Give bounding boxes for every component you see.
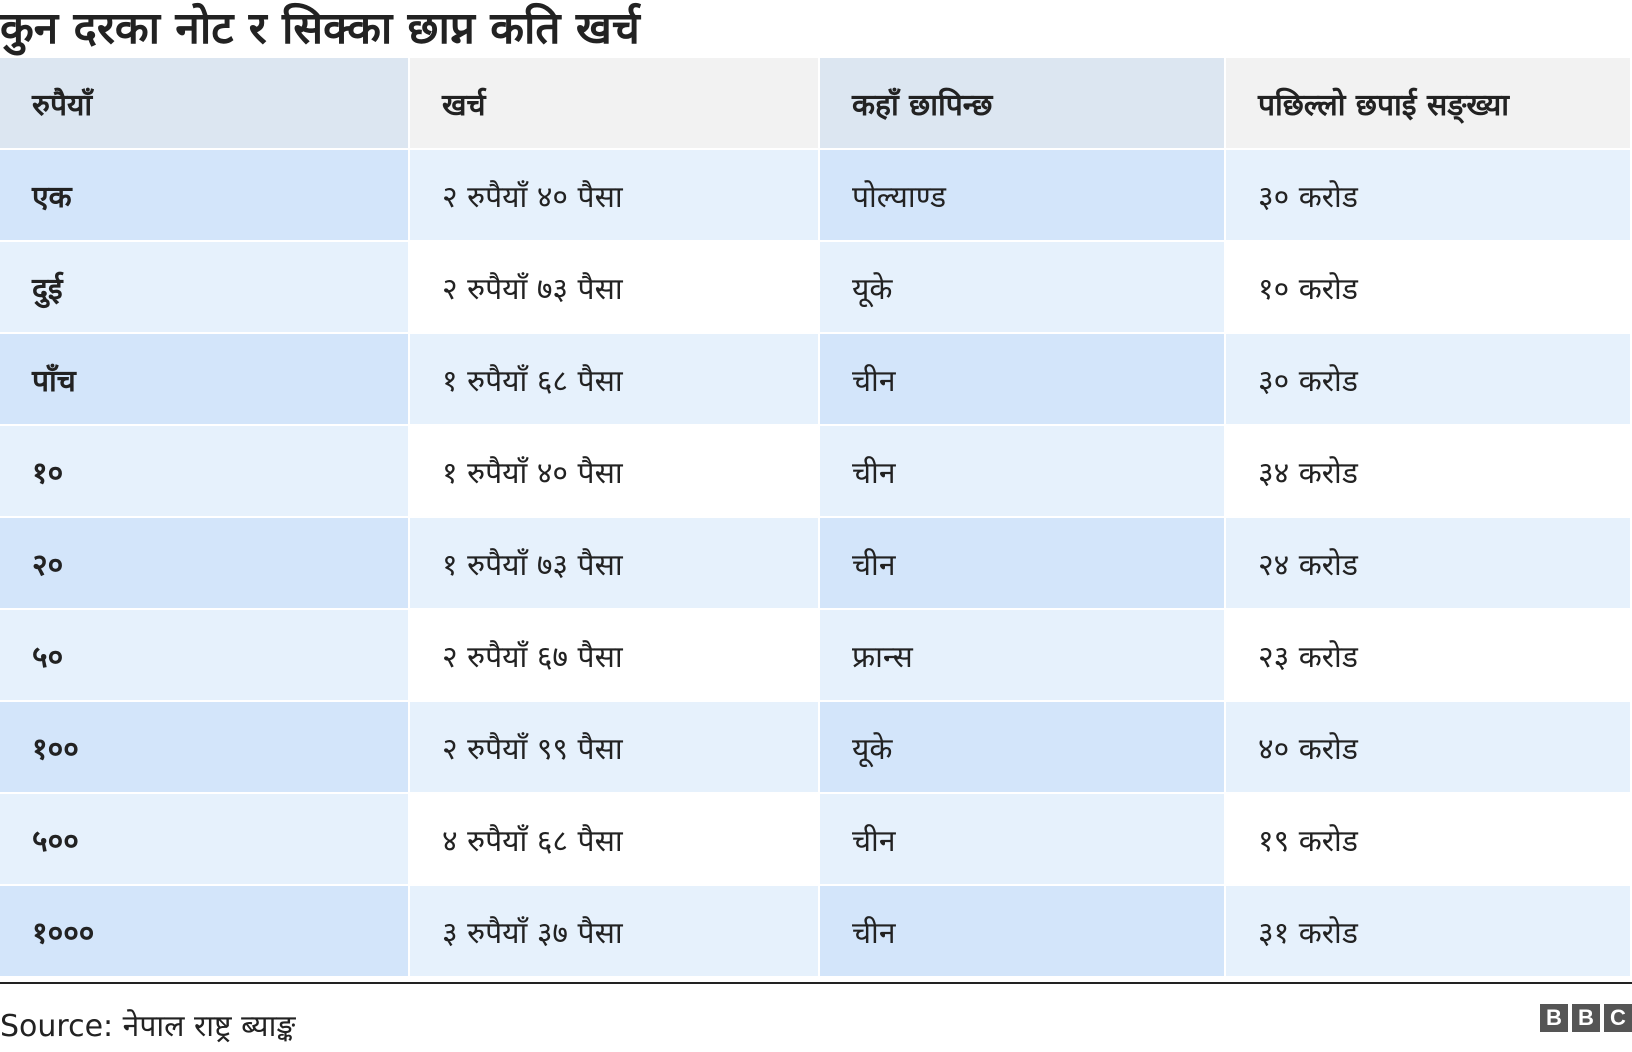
rupees-cell: २० bbox=[0, 518, 408, 608]
cost-cell: १ रुपैयाँ ७३ पैसा bbox=[410, 518, 818, 608]
rupees-cell: ५० bbox=[0, 610, 408, 700]
data-table: रुपैयाँ खर्च कहाँ छापिन्छ पछिल्लो छपाई स… bbox=[0, 56, 1632, 978]
table-row: १००० ३ रुपैयाँ ३७ पैसा चीन ३१ करोड bbox=[0, 886, 1630, 976]
print-count-cell: ३१ करोड bbox=[1226, 886, 1630, 976]
table-row: ५० २ रुपैयाँ ६७ पैसा फ्रान्स २३ करोड bbox=[0, 610, 1630, 700]
printed-where-cell: यूके bbox=[820, 702, 1224, 792]
bbc-logo-letter: B bbox=[1572, 1004, 1600, 1032]
page-title: कुन दरका नोट र सिक्का छाप्न कति खर्च bbox=[0, 3, 640, 54]
cost-cell: २ रुपैयाँ ७३ पैसा bbox=[410, 242, 818, 332]
bbc-logo-letter: C bbox=[1604, 1004, 1632, 1032]
rupees-cell: दुई bbox=[0, 242, 408, 332]
data-table-container: रुपैयाँ खर्च कहाँ छापिन्छ पछिल्लो छपाई स… bbox=[0, 58, 1632, 978]
cost-cell: २ रुपैयाँ ९९ पैसा bbox=[410, 702, 818, 792]
cost-cell: १ रुपैयाँ ६८ पैसा bbox=[410, 334, 818, 424]
rupees-cell: एक bbox=[0, 150, 408, 240]
bbc-logo: B B C bbox=[1540, 1004, 1632, 1032]
cost-cell: ४ रुपैयाँ ६८ पैसा bbox=[410, 794, 818, 884]
printed-where-cell: पोल्याण्ड bbox=[820, 150, 1224, 240]
footer-divider bbox=[0, 982, 1632, 984]
table-row: १०० २ रुपैयाँ ९९ पैसा यूके ४० करोड bbox=[0, 702, 1630, 792]
print-count-cell: ४० करोड bbox=[1226, 702, 1630, 792]
cost-cell: २ रुपैयाँ ४० पैसा bbox=[410, 150, 818, 240]
table-row: १० १ रुपैयाँ ४० पैसा चीन ३४ करोड bbox=[0, 426, 1630, 516]
print-count-cell: ३० करोड bbox=[1226, 334, 1630, 424]
printed-where-cell: चीन bbox=[820, 886, 1224, 976]
printed-where-cell: चीन bbox=[820, 794, 1224, 884]
table-row: २० १ रुपैयाँ ७३ पैसा चीन २४ करोड bbox=[0, 518, 1630, 608]
table-row: दुई २ रुपैयाँ ७३ पैसा यूके १० करोड bbox=[0, 242, 1630, 332]
table-header-row: रुपैयाँ खर्च कहाँ छापिन्छ पछिल्लो छपाई स… bbox=[0, 58, 1630, 148]
printed-where-cell: यूके bbox=[820, 242, 1224, 332]
printed-where-cell: चीन bbox=[820, 334, 1224, 424]
print-count-cell: ३४ करोड bbox=[1226, 426, 1630, 516]
table-row: पाँच १ रुपैयाँ ६८ पैसा चीन ३० करोड bbox=[0, 334, 1630, 424]
rupees-cell: १०० bbox=[0, 702, 408, 792]
bbc-logo-letter: B bbox=[1540, 1004, 1568, 1032]
cost-cell: २ रुपैयाँ ६७ पैसा bbox=[410, 610, 818, 700]
column-header-last-print-count: पछिल्लो छपाई सङ्ख्या bbox=[1226, 58, 1630, 148]
printed-where-cell: चीन bbox=[820, 518, 1224, 608]
print-count-cell: २४ करोड bbox=[1226, 518, 1630, 608]
print-count-cell: १० करोड bbox=[1226, 242, 1630, 332]
rupees-cell: १००० bbox=[0, 886, 408, 976]
source-note: Source: नेपाल राष्ट्र ब्याङ्क bbox=[0, 1009, 296, 1044]
printed-where-cell: चीन bbox=[820, 426, 1224, 516]
print-count-cell: ३० करोड bbox=[1226, 150, 1630, 240]
cost-cell: १ रुपैयाँ ४० पैसा bbox=[410, 426, 818, 516]
rupees-cell: ५०० bbox=[0, 794, 408, 884]
column-header-rupees: रुपैयाँ bbox=[0, 58, 408, 148]
table-row: एक २ रुपैयाँ ४० पैसा पोल्याण्ड ३० करोड bbox=[0, 150, 1630, 240]
printed-where-cell: फ्रान्स bbox=[820, 610, 1224, 700]
rupees-cell: पाँच bbox=[0, 334, 408, 424]
column-header-printed-where: कहाँ छापिन्छ bbox=[820, 58, 1224, 148]
print-count-cell: १९ करोड bbox=[1226, 794, 1630, 884]
table-row: ५०० ४ रुपैयाँ ६८ पैसा चीन १९ करोड bbox=[0, 794, 1630, 884]
rupees-cell: १० bbox=[0, 426, 408, 516]
cost-cell: ३ रुपैयाँ ३७ पैसा bbox=[410, 886, 818, 976]
column-header-cost: खर्च bbox=[410, 58, 818, 148]
print-count-cell: २३ करोड bbox=[1226, 610, 1630, 700]
